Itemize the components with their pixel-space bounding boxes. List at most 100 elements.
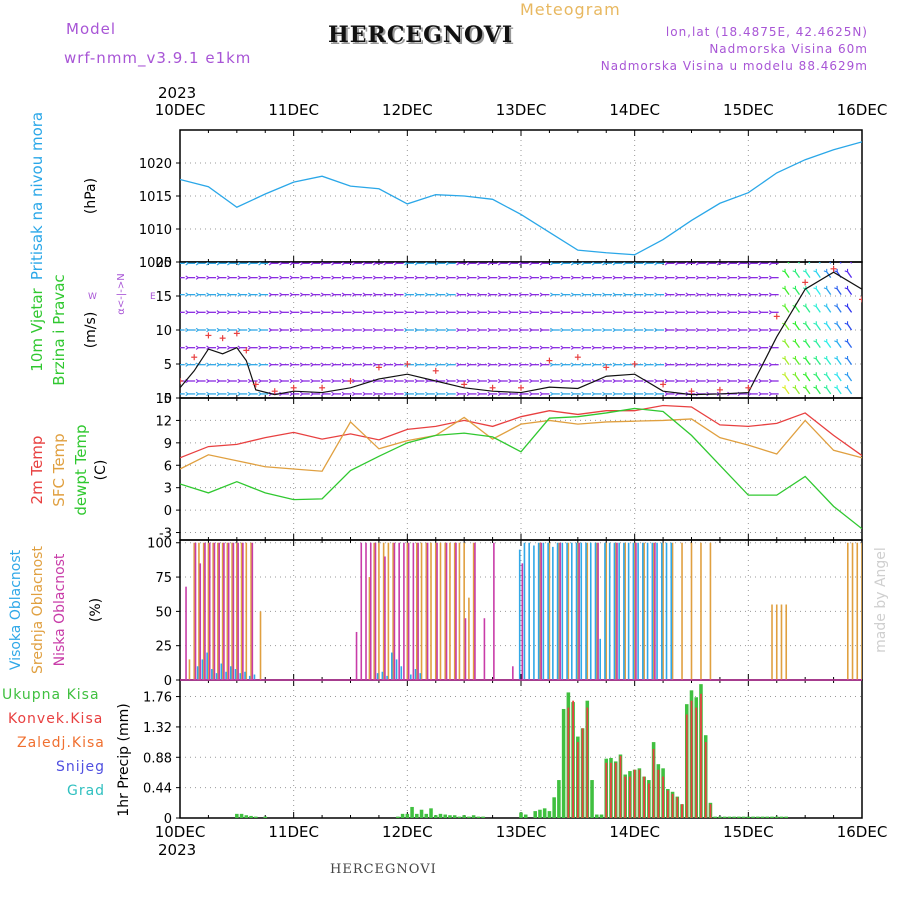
wind-arrow-head [435, 292, 439, 296]
wind-arrow-head [320, 378, 324, 382]
wind-arrow-head [727, 327, 731, 331]
wind-arrow-head [550, 327, 554, 331]
wind-arrow-head [758, 391, 762, 395]
wind-arrow-head [206, 362, 210, 366]
wind-arrow-head [602, 391, 606, 395]
wind-arrow-head [539, 292, 543, 296]
wind-arrow-head [216, 345, 220, 349]
wind-arrow-head [622, 262, 627, 264]
wind-arrow-head [768, 310, 772, 313]
precip-total-bar [590, 780, 594, 818]
wind-arrow-head [310, 362, 314, 366]
wind-arrow-head [383, 310, 387, 313]
wind-arrow-head [758, 362, 762, 366]
wind-arrow-head [508, 310, 512, 313]
wind-arrow-head [362, 292, 366, 296]
wind-arrow-head [268, 262, 272, 264]
wind-arrow-head [393, 310, 397, 313]
wind-arrow-head [341, 262, 345, 264]
wind-arrow-head [737, 262, 741, 264]
wind-arrow-head [299, 391, 304, 395]
precip-conv-bar [676, 797, 679, 818]
wind-arrow-head [675, 292, 679, 296]
precip-total-bar [557, 780, 561, 818]
wind-arrow-head [477, 292, 481, 296]
wind-arrow-head [487, 362, 491, 366]
wind-arrow-head [695, 275, 700, 279]
wind-arrow-head [518, 362, 522, 366]
wind-arrow-head [445, 327, 449, 331]
wind-arrow-head [768, 391, 772, 395]
wind-arrow-head [227, 362, 231, 366]
wind-arrow-head [383, 327, 387, 331]
wind-arrow-head [237, 378, 241, 382]
wind-arrow-head [602, 292, 606, 296]
compass-e: E [150, 292, 156, 302]
wind-arrow-head [425, 345, 429, 349]
wind-arrow-head [425, 275, 429, 279]
wind-arrow-head [685, 310, 689, 313]
wind-arrow-head [518, 292, 522, 296]
wind-arrow-head [612, 310, 616, 313]
wind-arrow-head [643, 275, 647, 279]
wind-arrow-head [268, 292, 272, 296]
temp-ylabel-sfc: SFC Temp [50, 433, 68, 506]
wind-arrow-head [383, 275, 387, 279]
wind-arrow [805, 323, 811, 331]
wind-arrow-head [643, 345, 647, 349]
wind-arrow-head [633, 292, 637, 296]
wind-arrow-head [279, 362, 283, 366]
wind-arrow [794, 323, 801, 331]
wind-arrow-head [247, 378, 251, 382]
wind-arrow-head [341, 292, 345, 296]
wind-arrow-head [331, 391, 335, 395]
station-title: HERCEGNOVI [328, 22, 514, 48]
wind-arrow-head [227, 378, 231, 382]
wind-arrow-head [768, 362, 772, 366]
wind-arrow-head [206, 345, 210, 349]
y-tick-label-precip: 1.32 [143, 721, 172, 736]
wind-arrow-head [633, 345, 637, 349]
wind-arrow-head [268, 362, 272, 366]
wind-arrow-head [175, 311, 177, 313]
wind-arrow-head [768, 378, 772, 382]
wind-arrow-head [643, 292, 647, 296]
precip-conv-bar [586, 707, 589, 818]
wind-arrow [849, 262, 853, 264]
wind-arrow-head [654, 391, 658, 395]
wind-arrow-head [570, 275, 574, 279]
precip-total-bar [751, 816, 755, 818]
precip-total-bar [467, 816, 471, 818]
wind-arrow-head [175, 278, 177, 280]
wind-arrow-head [289, 262, 293, 264]
wind-arrow-head [237, 391, 241, 395]
wind-arrow-head [227, 391, 231, 395]
wind-arrow-head [602, 362, 606, 366]
wind-arrow-head [404, 378, 408, 382]
pressure-line [180, 141, 862, 256]
wind-arrow-head [393, 362, 397, 366]
wind-arrow-head [695, 391, 700, 395]
wind-arrow-head [487, 262, 491, 264]
wind-arrow-head [320, 327, 324, 331]
precip-total-bar [722, 816, 727, 818]
wind-arrow-head [845, 257, 848, 258]
wind-arrow-head [706, 362, 710, 366]
precip-total-bar [538, 809, 542, 818]
precip-legend-item: Zaledj.Kisa [17, 735, 105, 751]
wind-arrow-head [497, 362, 502, 366]
wind-arrow-head [685, 262, 689, 264]
wind-arrow-head [654, 275, 658, 279]
wind-arrow-head [675, 345, 679, 349]
wind-arrow-head [466, 262, 470, 264]
wind-speed-line [180, 271, 862, 396]
precip-total-bar [438, 813, 443, 818]
wind-arrow-head [352, 391, 356, 395]
wind-arrow-head [362, 262, 366, 264]
wind-arrow-head [372, 292, 377, 296]
wind-arrow-head [237, 362, 241, 366]
wind-arrow-head [591, 310, 595, 313]
precip-total-bar [419, 809, 424, 818]
wind-arrow-head [227, 275, 231, 279]
precip-conv-bar [567, 707, 570, 818]
